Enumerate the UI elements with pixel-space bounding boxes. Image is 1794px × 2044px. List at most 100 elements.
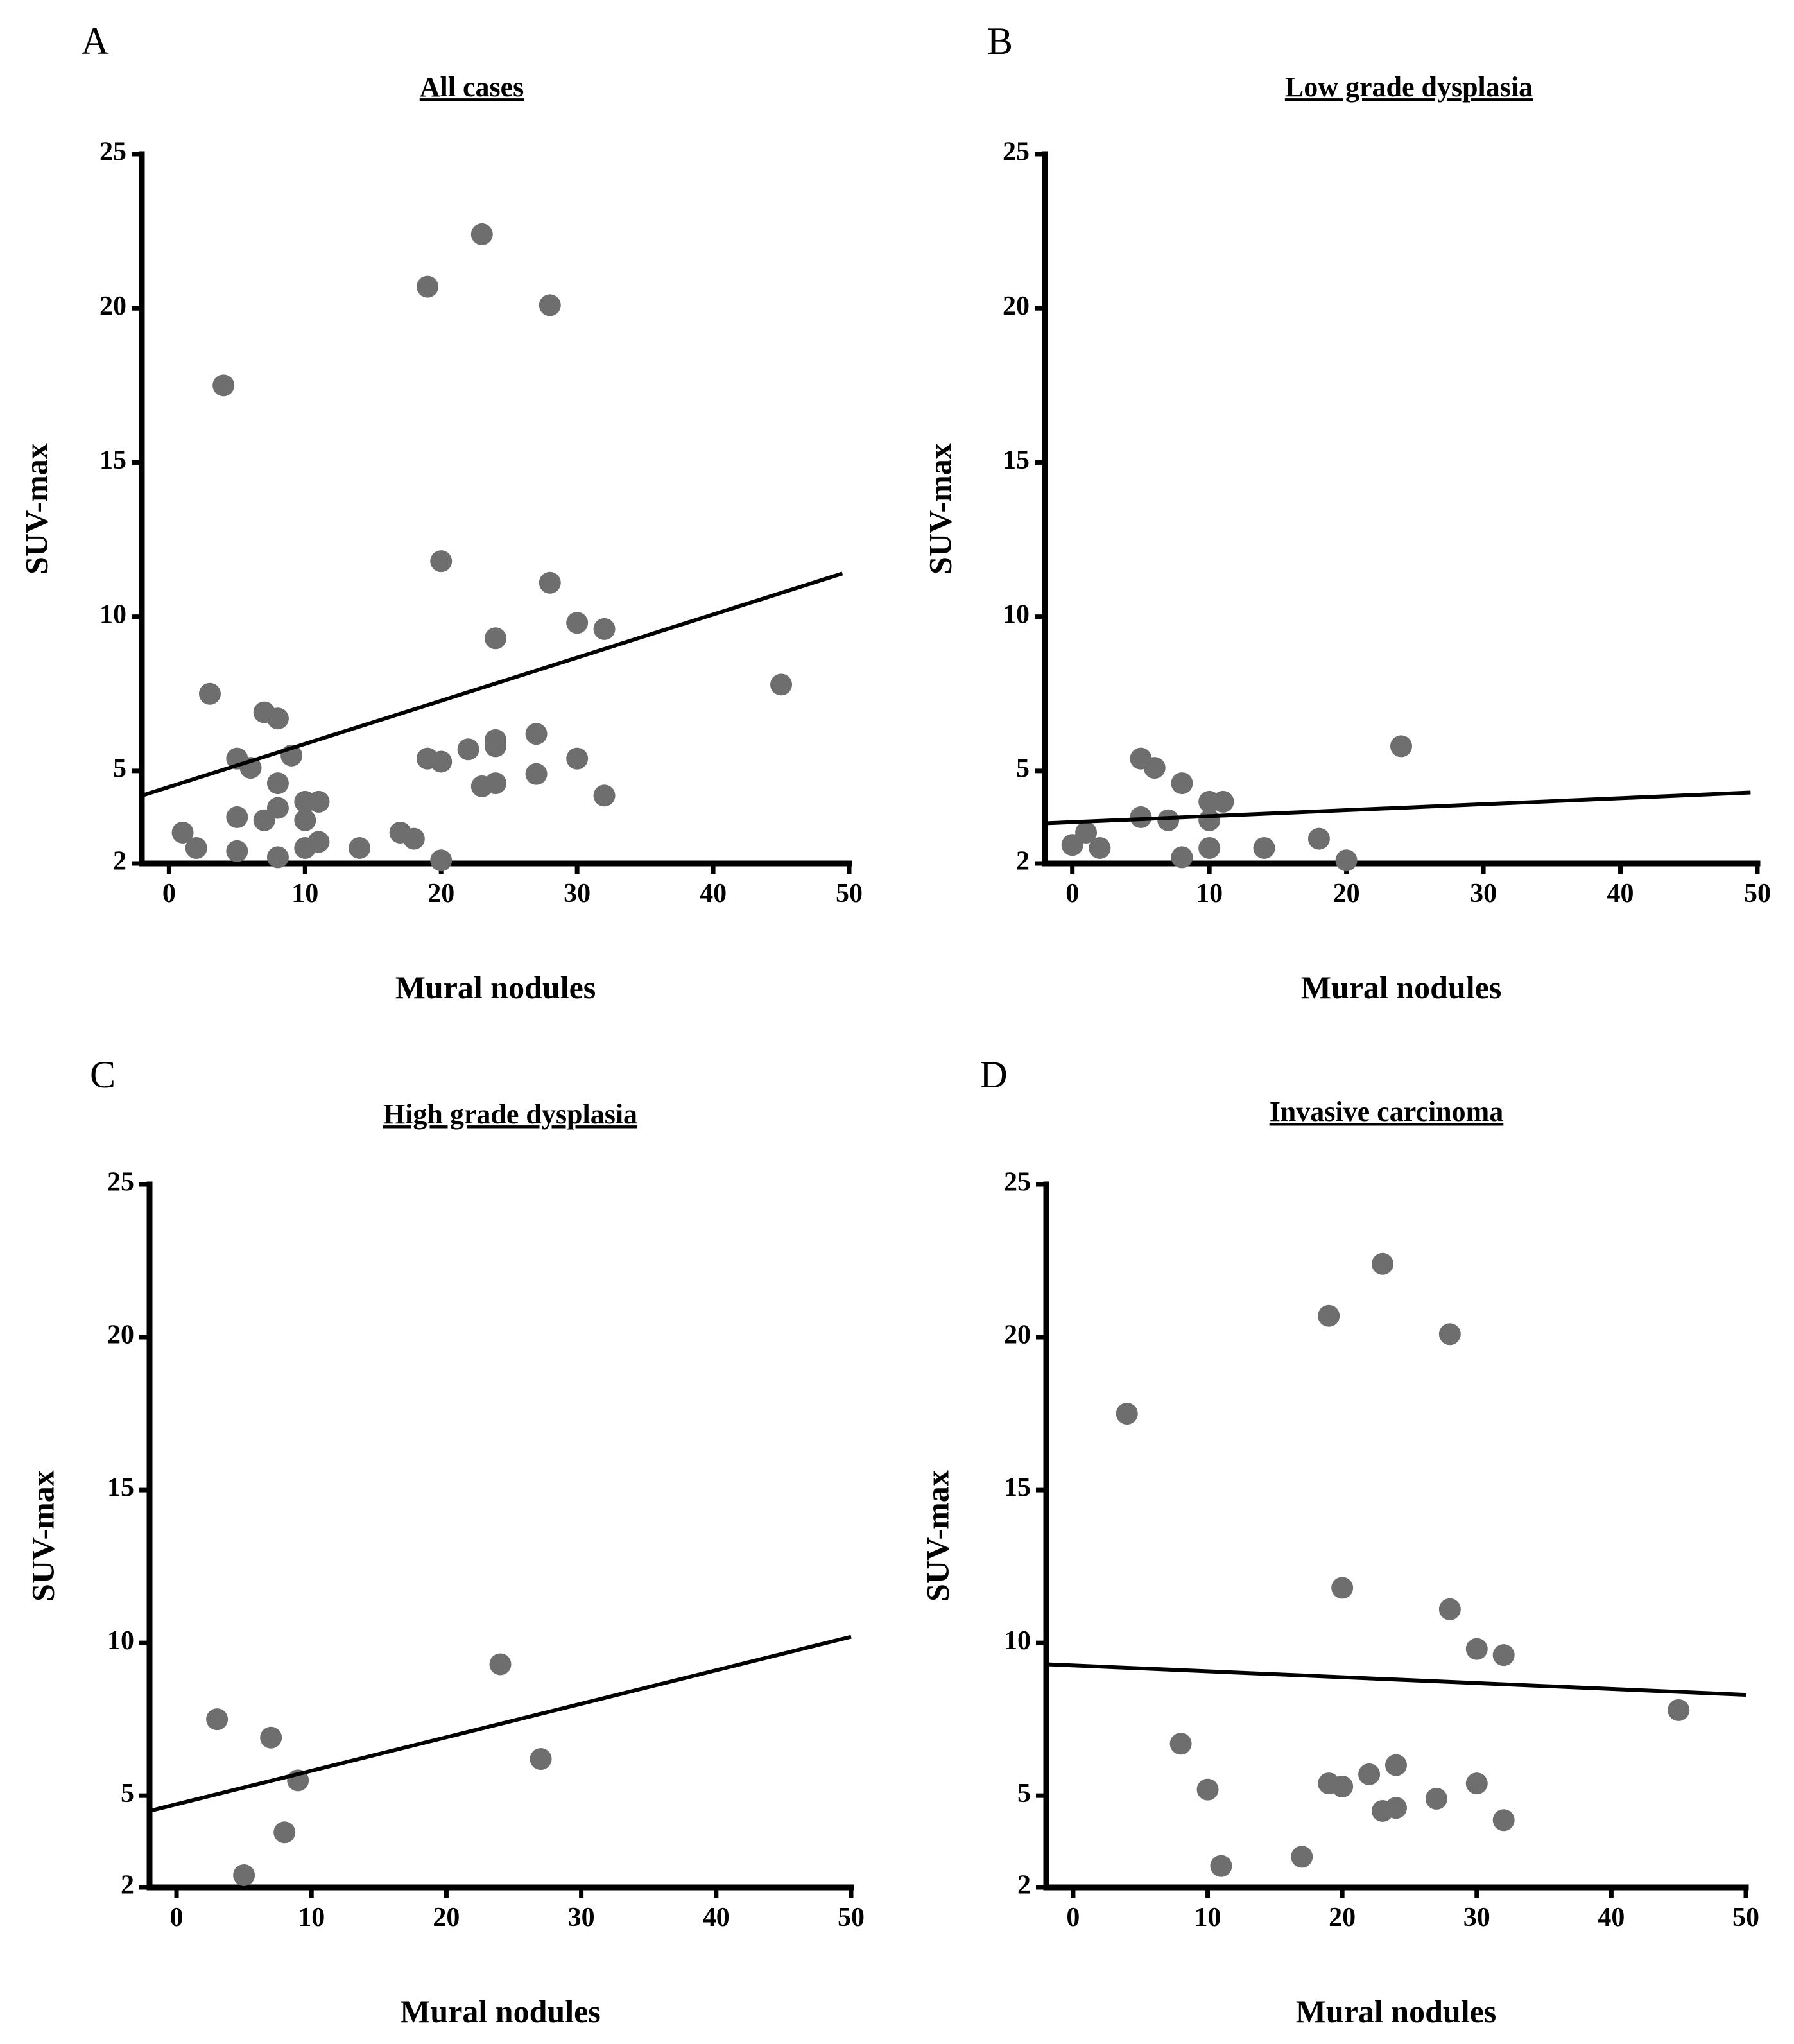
data-point (525, 763, 548, 785)
data-point (1171, 846, 1193, 869)
data-point (430, 550, 453, 573)
data-point (266, 797, 289, 819)
data-point (593, 784, 616, 807)
data-point (1212, 790, 1234, 813)
y-tick-label: 15 (1004, 1473, 1031, 1503)
data-point (770, 673, 793, 696)
y-tick-label: 20 (1004, 1321, 1031, 1350)
x-tick-label: 30 (1463, 1903, 1490, 1932)
x-tick-label: 50 (838, 1903, 865, 1932)
x-tick-label: 0 (1066, 1903, 1080, 1932)
y-tick-label: 2 (1016, 847, 1030, 876)
data-point (1385, 1797, 1407, 1819)
data-point (1169, 1733, 1192, 1755)
x-tick-label: 30 (1470, 879, 1497, 908)
y-tick-label: 5 (1017, 1779, 1031, 1808)
data-point (566, 747, 589, 770)
y-tick-label: 5 (1016, 754, 1030, 784)
y-tick-label: 20 (1003, 291, 1030, 321)
data-point (1198, 836, 1221, 859)
data-point (294, 809, 316, 831)
data-point (1198, 809, 1221, 831)
data-point (1390, 735, 1412, 758)
data-point (1385, 1754, 1407, 1776)
x-tick-label: 30 (564, 879, 591, 908)
data-point (1331, 1775, 1354, 1797)
y-tick-label: 5 (113, 754, 126, 784)
data-point (233, 1864, 255, 1886)
data-point (260, 1726, 282, 1749)
data-point (1116, 1403, 1138, 1425)
data-point (1438, 1323, 1461, 1346)
data-point (593, 618, 616, 640)
y-tick-label: 20 (107, 1321, 134, 1350)
x-axis-label: Mural nodules (400, 1993, 601, 2029)
y-axis-label: SUV-max (18, 443, 54, 575)
x-tick-label: 30 (568, 1903, 595, 1932)
data-point (1157, 809, 1180, 831)
data-point (1318, 1304, 1340, 1327)
data-point (402, 827, 425, 850)
data-point (349, 836, 371, 859)
x-tick-label: 50 (1744, 879, 1771, 908)
data-point (1291, 1846, 1313, 1868)
data-point (266, 772, 289, 795)
y-tick-label: 25 (107, 1168, 134, 1197)
data-point (539, 571, 561, 594)
x-tick-label: 0 (170, 1903, 184, 1932)
y-tick-label: 2 (1017, 1871, 1031, 1900)
data-point (1130, 806, 1152, 828)
chart-title: All cases (420, 71, 524, 103)
y-axis-label: SUV-max (919, 1470, 955, 1602)
data-point (198, 682, 221, 705)
y-tick-label: 2 (121, 1871, 134, 1900)
data-point (417, 275, 439, 298)
data-point (566, 612, 589, 634)
trend-line (1044, 790, 1751, 826)
x-axis-label: Mural nodules (1296, 1993, 1497, 2029)
data-point (1492, 1809, 1515, 1832)
y-tick-label: 20 (99, 291, 126, 321)
data-point (1210, 1855, 1232, 1877)
data-point (1492, 1644, 1515, 1667)
y-axis-label: SUV-max (24, 1470, 60, 1602)
data-point (485, 772, 506, 795)
data-point (266, 707, 289, 730)
data-point (1171, 772, 1193, 795)
data-point (489, 1653, 512, 1676)
y-tick-label: 25 (1004, 1168, 1031, 1197)
data-point (206, 1708, 229, 1731)
data-point (430, 849, 453, 872)
data-point (485, 627, 506, 650)
data-point (530, 1748, 552, 1771)
y-tick-label: 10 (99, 600, 126, 629)
data-point (525, 723, 548, 745)
x-tick-label: 20 (1329, 1903, 1356, 1932)
data-point (266, 846, 289, 869)
y-tick-label: 10 (1003, 600, 1030, 629)
x-tick-label: 50 (836, 879, 863, 908)
x-tick-label: 10 (1196, 879, 1223, 908)
x-axis-label: Mural nodules (395, 969, 596, 1005)
data-point (1143, 757, 1166, 779)
data-point (1465, 1638, 1488, 1660)
x-axis-label: Mural nodules (1301, 969, 1502, 1005)
data-point (1089, 836, 1111, 859)
y-tick-label: 10 (107, 1626, 134, 1656)
data-point (171, 821, 194, 844)
data-point (226, 840, 248, 862)
axes (146, 1181, 854, 1891)
x-tick-label: 10 (1195, 1903, 1221, 1932)
data-point (1075, 821, 1098, 844)
chart-title: High grade dysplasia (383, 1098, 637, 1130)
data-point (1335, 849, 1358, 872)
y-tick-label: 15 (99, 446, 126, 475)
data-point (1307, 827, 1330, 850)
y-tick-label: 15 (1003, 446, 1030, 475)
panel-letter: A (81, 20, 108, 62)
x-tick-label: 20 (1333, 879, 1360, 908)
x-tick-label: 10 (291, 879, 318, 908)
y-tick-label: 15 (107, 1473, 134, 1503)
